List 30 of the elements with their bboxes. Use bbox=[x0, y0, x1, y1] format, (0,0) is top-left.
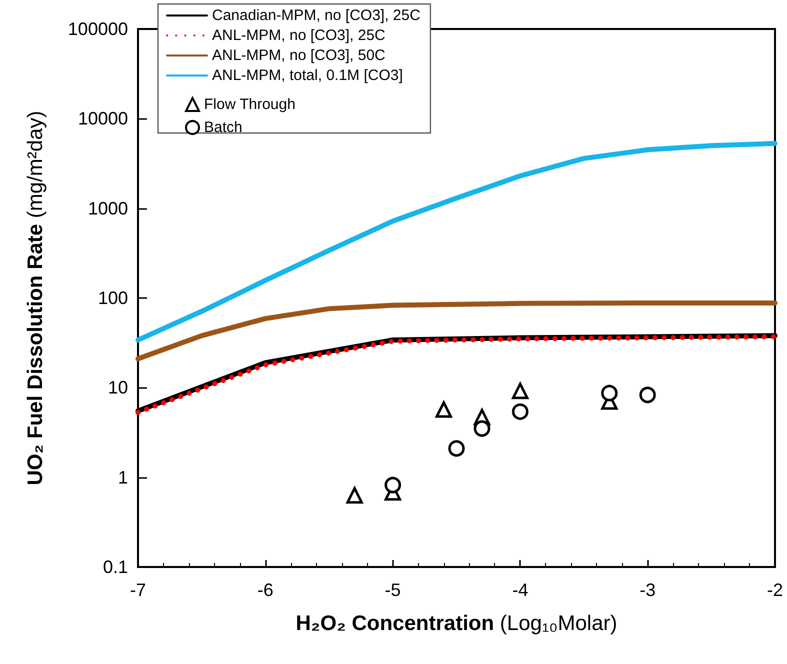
legend-label: ANL-MPM, no [CO3], 50C bbox=[212, 47, 386, 64]
point bbox=[448, 440, 465, 457]
legend-label: Flow Through bbox=[204, 96, 296, 113]
x-tick-label: -7 bbox=[130, 580, 146, 600]
point bbox=[474, 420, 490, 437]
point bbox=[436, 401, 452, 418]
point bbox=[512, 382, 528, 400]
y-tick-label: 1000 bbox=[88, 198, 128, 218]
x-tick-label: -4 bbox=[512, 580, 528, 600]
x-tick-label: -6 bbox=[257, 580, 274, 600]
legend-label: ANL-MPM, no [CO3], 25C bbox=[212, 27, 386, 44]
x-axis-title: H₂O₂ Concentration (Log₁₀Molar) bbox=[296, 612, 618, 635]
x-tick-label: -2 bbox=[766, 580, 784, 600]
x-tick-label: -3 bbox=[640, 580, 656, 600]
legend-label: Batch bbox=[204, 119, 242, 136]
point bbox=[601, 384, 618, 402]
y-tick-label: 100000 bbox=[68, 19, 128, 39]
y-tick-label: 0.1 bbox=[102, 557, 128, 577]
point bbox=[384, 476, 402, 494]
point bbox=[512, 403, 528, 420]
y-tick-label: 10000 bbox=[78, 108, 128, 129]
y-tick-label: 10 bbox=[108, 378, 128, 398]
y-tick-label: 100 bbox=[98, 288, 128, 308]
y-tick-label: 1 bbox=[118, 467, 128, 488]
legend-label: ANL-MPM, total, 0.1M [CO3] bbox=[212, 67, 403, 84]
legend-label: Canadian-MPM, no [CO3], 25C bbox=[212, 7, 421, 24]
y-axis-title: UO₂ Fuel Dissolution Rate (mg/m²day) bbox=[24, 110, 47, 486]
point bbox=[346, 487, 363, 504]
point bbox=[639, 386, 656, 404]
x-tick-label: -5 bbox=[384, 580, 401, 600]
